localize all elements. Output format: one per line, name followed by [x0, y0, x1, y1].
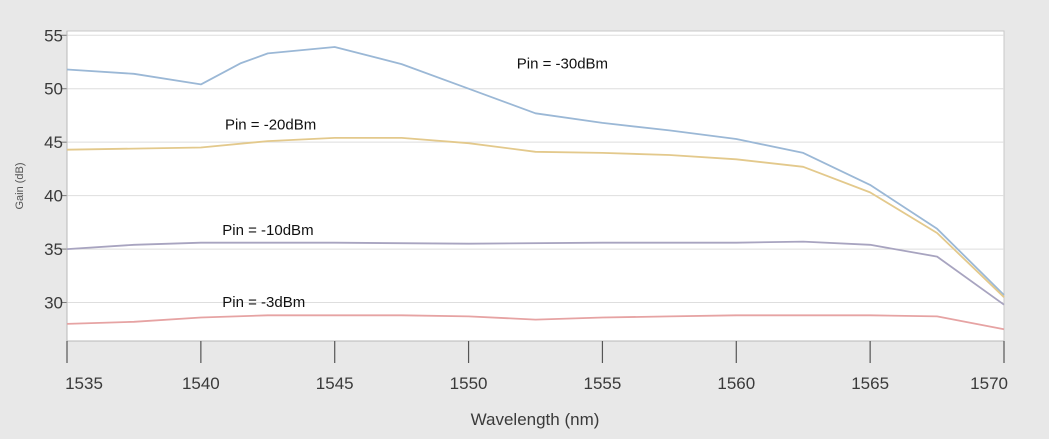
x-tick-label: 1550 — [450, 374, 488, 393]
series-line-3 — [66, 240, 1005, 306]
axes: 30 35 40 45 50 55 1535 1540 1545 1550 1555 1560 1565… — [44, 26, 1008, 393]
x-tick-label: 1555 — [584, 374, 622, 393]
y-tick-label: 55 — [44, 26, 63, 45]
x-tick-label: 1565 — [851, 374, 889, 393]
series-line-4 — [66, 314, 1005, 331]
x-tick-label: 1540 — [182, 374, 220, 393]
y-tick-label: 35 — [44, 240, 63, 259]
x-tick-label: 1535 — [65, 374, 103, 393]
plot-area — [66, 30, 1005, 342]
y-axis-title: Gain (dB) — [14, 162, 26, 209]
grid-lines — [67, 34, 1004, 304]
annotations: Pin = -30dBm Pin = -20dBm Pin = -10dBm Pin … — [222, 55, 608, 310]
y-tick-label: 30 — [44, 294, 63, 313]
x-tick-label: 1560 — [717, 374, 755, 393]
series-annotation: Pin = -10dBm — [222, 222, 313, 239]
series-annotation: Pin = -20dBm — [225, 116, 316, 133]
y-tick-label: 45 — [44, 133, 63, 152]
x-tick-label: 1570 — [970, 374, 1008, 393]
series-annotation: Pin = -30dBm — [517, 55, 608, 72]
series-lines — [66, 46, 1005, 331]
series-line-2 — [66, 136, 1005, 298]
series-annotation: Pin = -3dBm — [222, 294, 305, 311]
y-tick-label: 50 — [44, 80, 63, 99]
x-tick-label: 1545 — [316, 374, 354, 393]
x-axis-title: Wavelength (nm) — [471, 410, 600, 429]
y-tick-label: 40 — [44, 187, 63, 206]
series-line-1 — [66, 46, 1005, 296]
